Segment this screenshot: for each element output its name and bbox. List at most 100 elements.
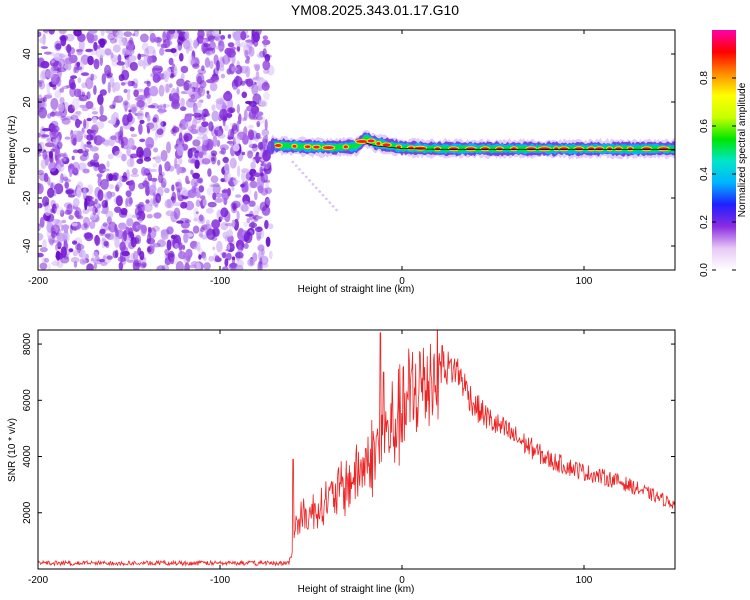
noise-blob	[86, 263, 94, 270]
x-tick-label: 100	[576, 575, 593, 586]
noise-blob	[188, 55, 195, 66]
noise-blob	[265, 180, 269, 191]
noise-blob	[83, 232, 93, 239]
noise-blob	[142, 59, 147, 70]
noise-blob	[97, 189, 104, 201]
noise-blob	[39, 216, 45, 228]
noise-blob	[231, 219, 236, 228]
noise-blob	[243, 126, 248, 137]
noise-blob	[184, 219, 191, 223]
noise-blob	[55, 250, 61, 261]
noise-blob	[146, 167, 152, 174]
branch-point	[304, 175, 308, 178]
noise-blob	[193, 91, 202, 99]
x-tick-label: 0	[399, 575, 405, 586]
signal-core	[658, 147, 669, 151]
noise-blob	[40, 60, 50, 69]
noise-blob	[118, 175, 123, 182]
noise-blob	[48, 161, 57, 172]
noise-blob	[170, 48, 177, 54]
noise-blob	[217, 129, 222, 136]
noise-blob	[161, 264, 170, 270]
noise-blob	[76, 242, 81, 254]
signal-core	[607, 147, 613, 151]
noise-blob	[233, 181, 238, 186]
noise-blob	[94, 198, 98, 205]
noise-blob	[63, 176, 69, 182]
noise-blob	[50, 65, 60, 71]
noise-blob	[70, 114, 79, 121]
noise-blob	[196, 125, 205, 136]
noise-blob	[118, 261, 124, 270]
noise-blob	[164, 257, 172, 266]
noise-blob	[224, 223, 234, 227]
noise-blob	[248, 109, 257, 119]
noise-blob	[210, 157, 216, 162]
noise-blob	[227, 34, 232, 39]
noise-blob	[58, 53, 66, 59]
noise-blob	[42, 239, 47, 250]
noise-blob	[96, 173, 103, 178]
spectrogram-x-label: Height of straight line (km)	[298, 284, 415, 295]
noise-blob	[86, 117, 92, 122]
signal-core	[574, 147, 584, 151]
noise-blob	[264, 219, 269, 230]
noise-blob	[80, 72, 90, 76]
noise-blob	[58, 58, 66, 69]
noise-blob	[114, 131, 122, 144]
noise-blob	[46, 82, 51, 94]
noise-blob	[94, 235, 101, 246]
noise-blob	[123, 31, 133, 37]
signal-core	[587, 147, 595, 151]
noise-blob	[192, 172, 201, 179]
noise-blob	[236, 46, 241, 52]
noise-blob	[202, 134, 209, 146]
noise-blob	[72, 149, 79, 154]
noise-blob	[179, 52, 184, 62]
noise-blob	[136, 110, 144, 120]
noise-blob	[76, 61, 81, 67]
noise-blob	[125, 57, 129, 69]
noise-blob	[256, 120, 261, 128]
noise-blob	[201, 121, 209, 127]
noise-blob	[248, 124, 254, 129]
noise-blob	[38, 31, 42, 37]
noise-blob	[216, 60, 220, 72]
noise-blob	[240, 80, 246, 86]
noise-blob	[68, 194, 75, 198]
noise-blob	[50, 51, 55, 57]
noise-blob	[198, 151, 204, 159]
noise-blob	[92, 159, 100, 172]
noise-blob	[59, 87, 65, 93]
noise-blob	[231, 124, 238, 135]
noise-blob	[166, 30, 175, 39]
noise-blob	[82, 150, 89, 157]
noise-blob	[38, 143, 43, 155]
noise-blob	[176, 144, 184, 156]
noise-blob	[54, 90, 61, 99]
noise-blob	[125, 198, 128, 208]
noise-blob	[184, 114, 192, 123]
noise-blob	[96, 204, 102, 210]
noise-blob	[38, 252, 44, 258]
noise-blob	[184, 262, 190, 270]
noise-blob	[254, 190, 258, 201]
noise-blob	[109, 38, 117, 44]
noise-blob	[180, 72, 185, 81]
noise-blob	[78, 39, 85, 51]
noise-blob	[97, 94, 104, 106]
signal-core	[627, 147, 633, 151]
noise-blob	[78, 162, 87, 171]
noise-blob	[122, 114, 130, 126]
noise-blob	[61, 117, 71, 125]
noise-blob	[71, 98, 80, 111]
noise-blob	[145, 137, 155, 149]
noise-blob	[143, 80, 151, 84]
noise-blob	[201, 158, 211, 165]
noise-blob	[162, 31, 167, 43]
noise-blob	[214, 45, 224, 50]
noise-blob	[104, 64, 112, 77]
noise-blob	[155, 155, 162, 164]
noise-blob	[249, 180, 258, 189]
